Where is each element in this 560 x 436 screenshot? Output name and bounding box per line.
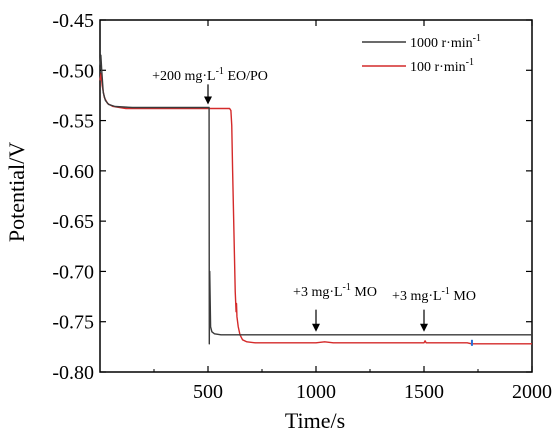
legend-label: 100 r·min-1 xyxy=(410,57,474,75)
legend-label: 1000 r·min-1 xyxy=(410,33,481,51)
series-line xyxy=(99,54,532,345)
x-tick-label: 1000 xyxy=(296,381,336,403)
x-tick-label: 2000 xyxy=(512,381,552,403)
y-tick-label: -0.75 xyxy=(52,312,94,334)
annotation-arrowhead xyxy=(420,323,428,332)
annotation-arrowhead xyxy=(204,96,212,105)
annotation-arrowhead xyxy=(312,323,320,332)
y-tick-label: -0.80 xyxy=(52,362,94,384)
y-tick-label: -0.50 xyxy=(52,60,94,82)
axis-ticks: 500 1000 1500 2000 -0.45 -0.50 -0.55 -0.60 -0.65… xyxy=(52,10,552,403)
y-tick-label: -0.65 xyxy=(52,211,94,233)
y-tick-label: -0.55 xyxy=(52,111,94,133)
legend: 1000 r·min-1 100 r·min-1 xyxy=(362,33,481,75)
y-tick-label: -0.60 xyxy=(52,161,94,183)
annotations: +200 mg·L-1 EO/PO +3 mg·L-1 MO +3 mg·L-1 M… xyxy=(152,66,476,332)
x-axis-title: Time/s xyxy=(285,408,345,433)
annotation-label: +3 mg·L-1 MO xyxy=(293,282,377,300)
y-tick-label: -0.70 xyxy=(52,261,94,283)
annotation-label: +3 mg·L-1 MO xyxy=(392,286,476,304)
series-line xyxy=(99,72,532,345)
series-layer xyxy=(99,54,532,346)
x-tick-label: 500 xyxy=(193,381,223,403)
y-tick-label: -0.45 xyxy=(52,10,94,32)
y-axis-title: Potential/V xyxy=(4,142,29,242)
x-tick-label: 1500 xyxy=(404,381,444,403)
annotation-label: +200 mg·L-1 EO/PO xyxy=(152,66,268,84)
